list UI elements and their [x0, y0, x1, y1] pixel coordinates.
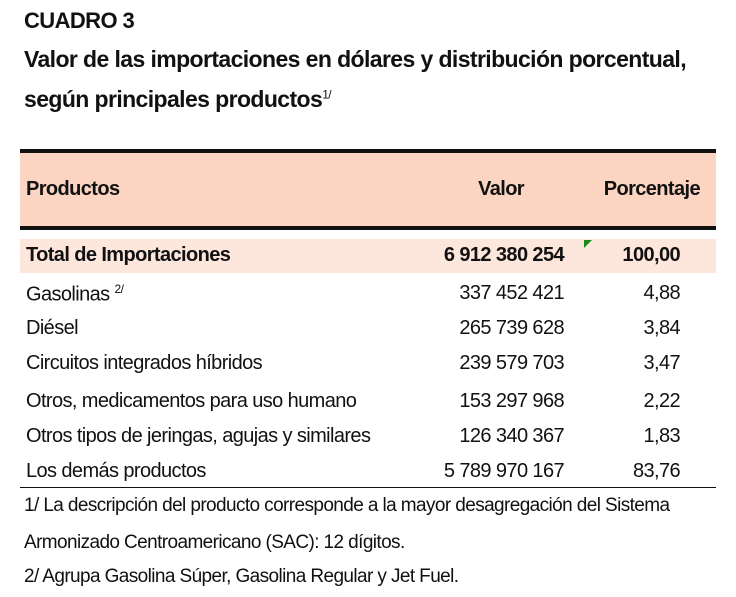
header-row: Productos Valor Porcentaje — [20, 172, 716, 207]
value-cell: 5 789 970 167 — [443, 460, 565, 482]
title-note: 1/ — [322, 87, 331, 102]
table-row: Otros tipos de jeringas, agujas y simila… — [20, 419, 716, 454]
footnote-2: 2/ Agrupa Gasolina Súper, Gasolina Regul… — [24, 566, 459, 587]
percent-cell: 4,88 — [643, 282, 680, 304]
header-valor: Valor — [478, 178, 525, 200]
table-label: CUADRO 3 — [24, 8, 135, 33]
value-cell: 126 340 367 — [459, 425, 564, 447]
total-value: 6 912 380 254 — [443, 244, 565, 266]
product-note: 2/ — [114, 282, 124, 296]
total-percent: 100,00 — [622, 244, 680, 266]
percent-cell: 3,84 — [643, 317, 680, 339]
header-productos: Productos — [26, 178, 120, 200]
product-cell: Gasolinas 2/ — [26, 282, 124, 307]
value-cell: 265 739 628 — [459, 317, 564, 339]
percent-cell: 3,47 — [643, 352, 680, 374]
value-cell: 239 579 703 — [459, 352, 564, 374]
value-cell: 153 297 968 — [459, 390, 564, 412]
product-cell: Los demás productos — [26, 460, 206, 482]
product-cell: Otros, medicamentos para uso humano — [26, 390, 357, 412]
table-row: Otros, medicamentos para uso humano 153 … — [20, 384, 716, 419]
product-cell: Otros tipos de jeringas, agujas y simila… — [26, 425, 371, 447]
table-row: Los demás productos 5 789 970 167 83,76 — [20, 454, 716, 489]
total-product: Total de Importaciones — [26, 244, 231, 266]
table-row: Circuitos integrados híbridos 239 579 70… — [20, 346, 716, 381]
product-name: Gasolinas — [26, 283, 110, 306]
percent-cell: 83,76 — [632, 460, 681, 482]
value-cell: 337 452 421 — [459, 282, 564, 304]
title-text: según principales productos — [24, 86, 323, 112]
table-row: Diésel 265 739 628 3,84 — [20, 311, 716, 346]
total-band — [20, 239, 716, 273]
percent-cell: 1,83 — [643, 425, 680, 447]
comment-flag-icon — [584, 240, 592, 248]
table-row: Gasolinas 2/ 337 452 421 4,88 — [20, 276, 716, 311]
title-line1: Valor de las importaciones en dólares y … — [24, 46, 687, 72]
percent-cell: 2,22 — [643, 390, 680, 412]
footnote-1-cont: Armonizado Centroamericano (SAC): 12 díg… — [24, 532, 405, 553]
product-cell: Circuitos integrados híbridos — [26, 352, 263, 374]
footnote-1: 1/ La descripción del producto correspon… — [24, 495, 670, 516]
product-cell: Diésel — [26, 317, 79, 339]
table-header — [20, 149, 716, 230]
total-row: Total de Importaciones 6 912 380 254 100… — [20, 238, 716, 273]
header-porcentaje: Porcentaje — [603, 178, 701, 200]
title-line2: según principales productos1/ — [24, 86, 332, 113]
table-bottom-rule — [20, 487, 716, 488]
